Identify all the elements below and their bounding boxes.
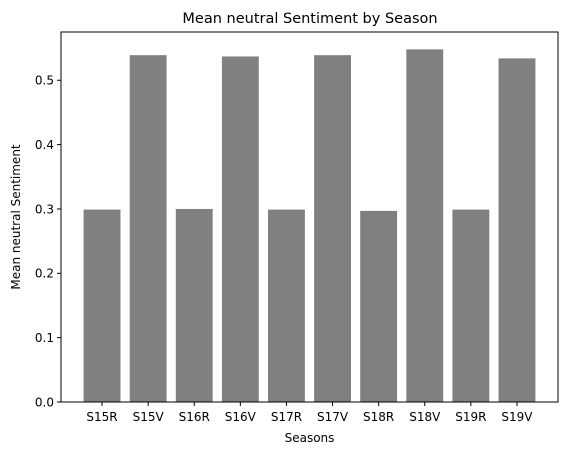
bar-s15r <box>83 209 121 402</box>
y-tick-label: 0.4 <box>35 138 54 152</box>
y-tick-label: 0.5 <box>35 74 54 88</box>
bars-group <box>83 49 536 403</box>
y-tick-label: 0.0 <box>35 395 54 409</box>
bar-s16r <box>175 208 213 402</box>
x-tick-label: S15V <box>133 410 165 424</box>
y-tick-label: 0.3 <box>35 202 54 216</box>
bar-s19r <box>452 209 490 402</box>
x-tick-label: S18R <box>363 410 394 424</box>
bar-s16v <box>221 56 259 402</box>
bar-s19v <box>498 58 536 402</box>
x-tick-label: S16V <box>225 410 257 424</box>
x-tick-label: S19R <box>455 410 486 424</box>
x-tick-label: S18V <box>409 410 441 424</box>
x-tick-label: S15R <box>86 410 117 424</box>
x-tick-label: S16R <box>179 410 210 424</box>
x-tick-label: S19V <box>501 410 533 424</box>
y-axis-label: Mean neutral Sentiment <box>9 144 23 290</box>
y-tick-label: 0.1 <box>35 331 54 345</box>
bar-s15v <box>129 55 167 403</box>
bar-s17r <box>268 209 305 402</box>
bar-s18r <box>360 210 398 402</box>
x-axis-ticks: S15R S15V S16R S16V S17R S17V S18R S18V S19R S19V <box>86 402 533 424</box>
x-tick-label: S17V <box>317 410 349 424</box>
x-axis-label: Seasons <box>285 431 335 445</box>
bar-s18v <box>406 49 444 403</box>
y-axis-ticks: 0.0 0.1 0.2 0.3 0.4 0.5 <box>35 74 61 409</box>
chart-title: Mean neutral Sentiment by Season <box>182 11 437 27</box>
bar-s17v <box>314 55 351 403</box>
plot-frame <box>60 31 559 403</box>
y-tick-label: 0.2 <box>35 267 54 281</box>
x-tick-label: S17R <box>271 410 302 424</box>
